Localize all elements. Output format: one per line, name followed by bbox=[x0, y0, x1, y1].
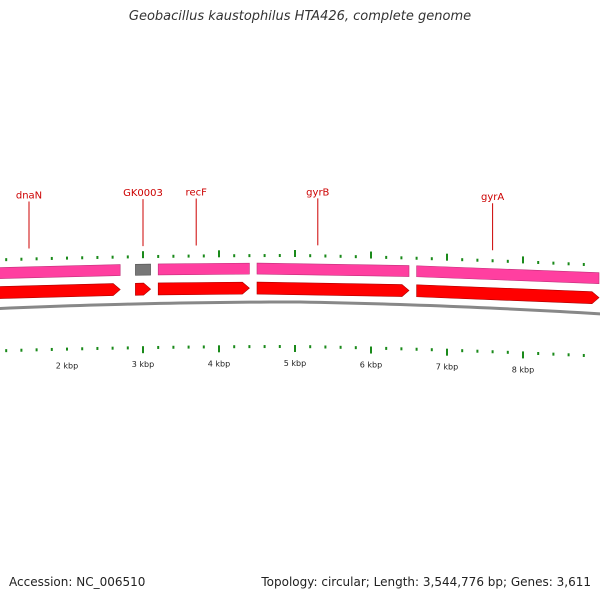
kbp-tick-label: 4 kbp bbox=[208, 359, 230, 368]
gene-label: dnaN bbox=[16, 191, 42, 202]
topology-summary: Topology: circular; Length: 3,544,776 bp… bbox=[261, 575, 591, 589]
kbp-tick-label: 5 kbp bbox=[284, 359, 306, 368]
cds-arrow bbox=[416, 284, 600, 304]
cds-arrow bbox=[0, 283, 121, 299]
cds-arrow bbox=[157, 281, 250, 296]
genome-backbone bbox=[0, 300, 600, 316]
gene-label: gyrA bbox=[481, 192, 504, 203]
gene-feature bbox=[157, 262, 250, 276]
gene-feature bbox=[416, 265, 600, 284]
kbp-tick-label: 2 kbp bbox=[56, 362, 78, 371]
gene-feature bbox=[135, 263, 151, 276]
gene-feature bbox=[0, 264, 121, 279]
cds-arrow bbox=[135, 282, 152, 296]
kbp-tick-label: 6 kbp bbox=[360, 361, 382, 370]
gene-feature bbox=[256, 262, 410, 277]
gene-label: recF bbox=[186, 188, 208, 199]
kbp-tick-label: 3 kbp bbox=[132, 360, 154, 369]
kbp-tick-label: 8 kbp bbox=[512, 365, 534, 374]
cds-arrow bbox=[256, 281, 410, 297]
accession-label: Accession: NC_006510 bbox=[9, 575, 146, 589]
gene-label: GK0003 bbox=[123, 188, 163, 199]
kbp-tick-label: 7 kbp bbox=[436, 363, 458, 372]
gene-label: gyrB bbox=[306, 187, 329, 198]
map-title: Geobacillus kaustophilus HTA426, complet… bbox=[128, 9, 472, 24]
